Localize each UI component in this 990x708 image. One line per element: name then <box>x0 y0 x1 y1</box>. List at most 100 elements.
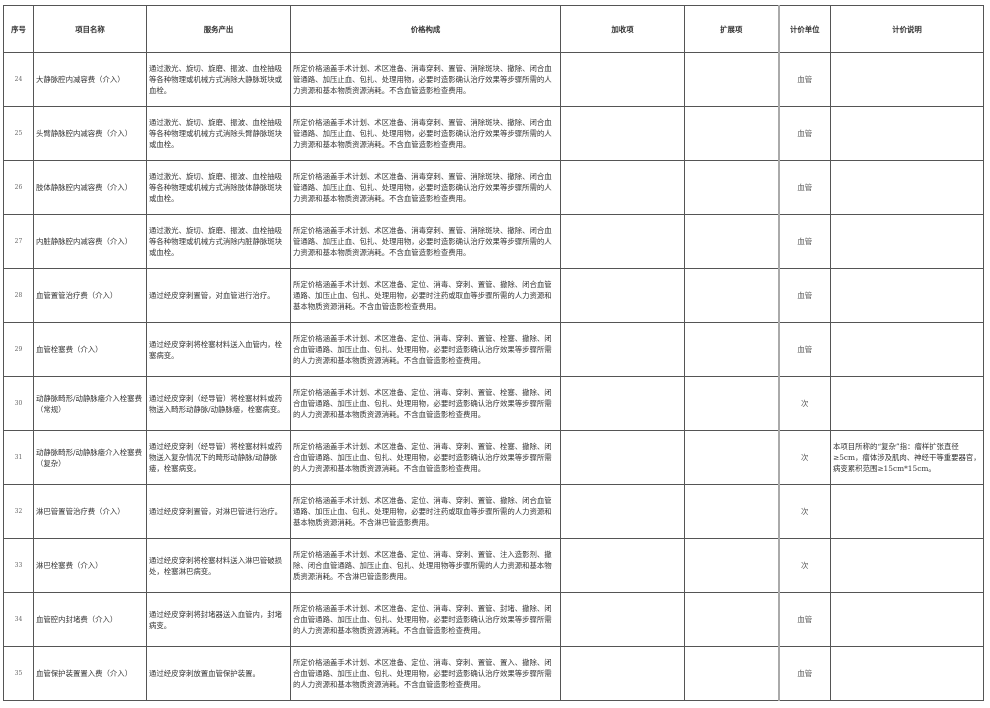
extension <box>684 268 779 323</box>
price-composition: 所定价格涵盖手术计划、术区准备、消毒穿刺、置管、消除斑块、撤除、闭合血管通路、加… <box>290 160 561 215</box>
extension <box>684 214 779 269</box>
row-number: 31 <box>3 430 34 485</box>
header-name: 项目名称 <box>33 5 147 53</box>
row-number: 26 <box>3 160 34 215</box>
price-composition: 所定价格涵盖手术计划、术区准备、定位、消毒、穿刺、置管、栓塞、撤除、闭合血管通路… <box>290 430 561 485</box>
service-output: 通过经皮穿刺置管，对淋巴管进行治疗。 <box>146 484 291 539</box>
pricing-unit: 血管 <box>777 214 831 269</box>
surcharge <box>560 430 685 485</box>
surcharge <box>560 160 685 215</box>
service-output: 通过经皮穿刺（经导管）将栓塞材料或药物送入畸形动静脉/动静脉瘘，栓塞病变。 <box>146 376 291 431</box>
pricing-unit: 次 <box>777 430 831 485</box>
surcharge <box>560 376 685 431</box>
pricing-unit: 血管 <box>777 160 831 215</box>
item-name: 肢体静脉腔内减容费（介入） <box>33 160 147 215</box>
pricing-note <box>830 376 984 431</box>
extension <box>684 322 779 377</box>
price-composition: 所定价格涵盖手术计划、术区准备、定位、消毒、穿刺、置管、注入造影剂、撤除、闭合血… <box>290 538 561 593</box>
pricing-unit: 次 <box>777 484 831 539</box>
surcharge <box>560 538 685 593</box>
pricing-note <box>830 484 984 539</box>
surcharge <box>560 52 685 107</box>
pricing-note: 本项目所称的“复杂”指：瘤样扩张直径≥5cm，瘤体涉及肌肉、神经干等重要器官，病… <box>830 430 984 485</box>
table-row: 24 大静脉腔内减容费（介入） 通过激光、旋切、旋磨、振波、血栓抽吸等各种物理或机械… <box>3 52 984 107</box>
row-number: 29 <box>3 322 34 377</box>
service-output: 通过激光、旋切、旋磨、振波、血栓抽吸等各种物理或机械方式消除大静脉斑块或血栓。 <box>146 52 291 107</box>
row-number: 32 <box>3 484 34 539</box>
surcharge <box>560 646 685 701</box>
extension <box>684 538 779 593</box>
row-number: 27 <box>3 214 34 269</box>
extension <box>684 484 779 539</box>
row-number: 30 <box>3 376 34 431</box>
service-output: 通过经皮穿刺（经导管）将栓塞材料或药物送入复杂情况下的畸形动静脉/动静脉瘘，栓塞… <box>146 430 291 485</box>
row-number: 34 <box>3 592 34 647</box>
item-name: 动静脉畸形/动静脉瘘介入栓塞费（常规） <box>33 376 147 431</box>
table-row: 26 肢体静脉腔内减容费（介入） 通过激光、旋切、旋磨、振波、血栓抽吸等各种物理或机… <box>3 160 984 215</box>
header-note: 计价说明 <box>830 5 984 53</box>
pricing-note <box>830 52 984 107</box>
service-output: 通过经皮穿刺将封堵器送入血管内，封堵病变。 <box>146 592 291 647</box>
price-composition: 所定价格涵盖手术计划、术区准备、消毒穿刺、置管、消除斑块、撤除、闭合血管通路、加… <box>290 52 561 107</box>
pricing-note <box>830 214 984 269</box>
table-row: 29 血管栓塞费（介入） 通过经皮穿刺将栓塞材料送入血管内，栓塞病变。 所定价格涵盖手… <box>3 322 984 377</box>
price-composition: 所定价格涵盖手术计划、术区准备、定位、消毒、穿刺、置管、置入、撤除、闭合血管通路… <box>290 646 561 701</box>
row-number: 35 <box>3 646 34 701</box>
header-output: 服务产出 <box>146 5 291 53</box>
price-composition: 所定价格涵盖手术计划、术区准备、定位、消毒、穿刺、置管、栓塞、撤除、闭合血管通路… <box>290 322 561 377</box>
item-name: 血管腔内封堵费（介入） <box>33 592 147 647</box>
pricing-unit: 次 <box>777 538 831 593</box>
extension <box>684 376 779 431</box>
pricing-note <box>830 646 984 701</box>
pricing-note <box>830 106 984 161</box>
price-composition: 所定价格涵盖手术计划、术区准备、定位、消毒、穿刺、置管、撤除、闭合血管通路、加压… <box>290 268 561 323</box>
extension <box>684 52 779 107</box>
price-composition: 所定价格涵盖手术计划、术区准备、定位、消毒、穿刺、置管、撤除、闭合血管通路、加压… <box>290 484 561 539</box>
pricing-unit: 血管 <box>777 268 831 323</box>
surcharge <box>560 322 685 377</box>
header-price: 价格构成 <box>290 5 561 53</box>
extension <box>684 106 779 161</box>
service-output: 通过经皮穿刺置管，对血管进行治疗。 <box>146 268 291 323</box>
extension <box>684 592 779 647</box>
pricing-note <box>830 160 984 215</box>
service-output: 通过激光、旋切、旋磨、振波、血栓抽吸等各种物理或机械方式消除头臂静脉斑块或血栓。 <box>146 106 291 161</box>
item-name: 头臂静脉腔内减容费（介入） <box>33 106 147 161</box>
surcharge <box>560 484 685 539</box>
table-row: 27 内脏静脉腔内减容费（介入） 通过激光、旋切、旋磨、振波、血栓抽吸等各种物理或机… <box>3 214 984 269</box>
service-output: 通过激光、旋切、旋磨、振波、血栓抽吸等各种物理或机械方式消除肢体静脉斑块或血栓。 <box>146 160 291 215</box>
item-name: 血管保护装置置入费（介入） <box>33 646 147 701</box>
price-composition: 所定价格涵盖手术计划、术区准备、定位、消毒、穿刺、置管、封堵、撤除、闭合血管通路… <box>290 592 561 647</box>
header-row: 序号 项目名称 服务产出 价格构成 加收项 扩展项 计价单位 计价说明 <box>3 5 984 53</box>
row-number: 28 <box>3 268 34 323</box>
pricing-note <box>830 592 984 647</box>
pricing-unit: 血管 <box>777 592 831 647</box>
pricing-note <box>830 322 984 377</box>
row-number: 25 <box>3 106 34 161</box>
service-output: 通过激光、旋切、旋磨、振波、血栓抽吸等各种物理或机械方式消除内脏静脉斑块或血栓。 <box>146 214 291 269</box>
item-name: 血管栓塞费（介入） <box>33 322 147 377</box>
header-no: 序号 <box>3 5 34 53</box>
table-row: 33 淋巴栓塞费（介入） 通过经皮穿刺将栓塞材料送入淋巴管破损处，栓塞淋巴病变。 所定… <box>3 538 984 593</box>
table-row: 31 动静脉畸形/动静脉瘘介入栓塞费（复杂） 通过经皮穿刺（经导管）将栓塞材料或药物… <box>3 430 984 485</box>
item-name: 淋巴管置管治疗费（介入） <box>33 484 147 539</box>
pricing-unit: 血管 <box>777 106 831 161</box>
header-unit: 计价单位 <box>777 5 831 53</box>
table-row: 32 淋巴管置管治疗费（介入） 通过经皮穿刺置管，对淋巴管进行治疗。 所定价格涵盖手术… <box>3 484 984 539</box>
surcharge <box>560 592 685 647</box>
surcharge <box>560 214 685 269</box>
table-row: 34 血管腔内封堵费（介入） 通过经皮穿刺将封堵器送入血管内，封堵病变。 所定价格涵盖… <box>3 592 984 647</box>
row-number: 33 <box>3 538 34 593</box>
pricing-table: 序号 项目名称 服务产出 价格构成 加收项 扩展项 计价单位 计价说明 24 大静… <box>3 5 984 701</box>
service-output: 通过经皮穿刺将栓塞材料送入淋巴管破损处，栓塞淋巴病变。 <box>146 538 291 593</box>
item-name: 动静脉畸形/动静脉瘘介入栓塞费（复杂） <box>33 430 147 485</box>
pricing-unit: 次 <box>777 376 831 431</box>
header-ext: 扩展项 <box>684 5 779 53</box>
table-row: 28 血管置管治疗费（介入） 通过经皮穿刺置管，对血管进行治疗。 所定价格涵盖手术计划… <box>3 268 984 323</box>
service-output: 通过经皮穿刺将栓塞材料送入血管内，栓塞病变。 <box>146 322 291 377</box>
price-composition: 所定价格涵盖手术计划、术区准备、定位、消毒、穿刺、置管、栓塞、撤除、闭合血管通路… <box>290 376 561 431</box>
service-output: 通过经皮穿刺放置血管保护装置。 <box>146 646 291 701</box>
pricing-unit: 血管 <box>777 646 831 701</box>
item-name: 血管置管治疗费（介入） <box>33 268 147 323</box>
pricing-unit: 血管 <box>777 322 831 377</box>
